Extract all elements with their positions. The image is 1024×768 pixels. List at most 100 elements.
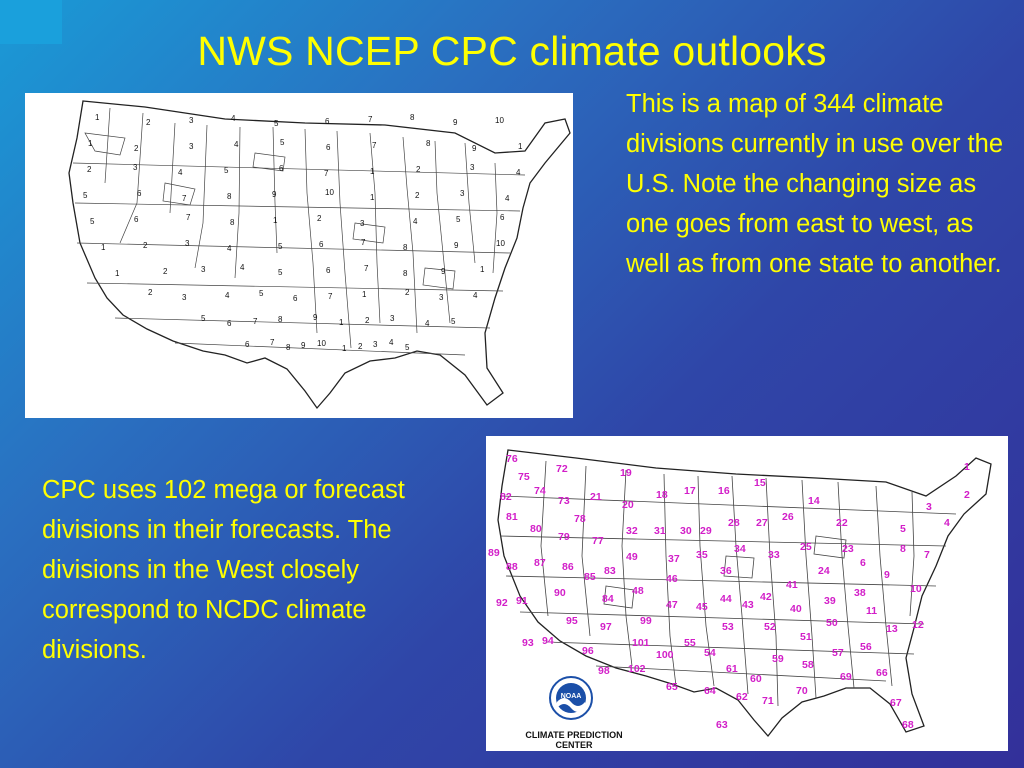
climate-division-label-8-17: 8 (426, 139, 431, 148)
forecast-division-label-24-23: 24 (818, 565, 830, 577)
climate-division-label-5-99: 5 (405, 343, 410, 352)
climate-division-label-2-86: 2 (365, 316, 370, 325)
climate-division-label-5-80: 5 (201, 314, 206, 323)
climate-divisions-description: This is a map of 344 climate divisions c… (626, 90, 1004, 278)
forecast-division-label-32-31: 32 (626, 525, 638, 537)
climate-division-label-6-55: 6 (319, 240, 324, 249)
climate-division-label-4-98: 4 (389, 338, 394, 347)
forecast-division-label-19-18: 19 (620, 467, 632, 479)
forecast-division-label-16-15: 16 (718, 485, 730, 497)
climate-division-label-4-79: 4 (473, 291, 478, 300)
climate-division-label-9-8: 9 (453, 118, 458, 127)
forecast-division-label-93-92: 93 (522, 637, 534, 649)
forecast-division-label-89-88: 89 (488, 547, 500, 559)
forecast-division-label-102-101: 102 (628, 663, 646, 675)
logo-caption-line1: CLIMATE PREDICTION (525, 730, 622, 740)
climate-division-label-1-60: 1 (115, 269, 120, 278)
climate-division-label-8-57: 8 (403, 243, 408, 252)
forecast-division-label-58-57: 58 (802, 659, 814, 671)
climate-division-label-6-65: 6 (326, 266, 331, 275)
forecast-division-label-33-32: 33 (768, 549, 780, 561)
climate-division-label-1-26: 1 (370, 167, 375, 176)
climate-division-label-9-84: 9 (313, 313, 318, 322)
climate-division-label-7-42: 7 (186, 213, 191, 222)
forecast-division-label-59-58: 59 (772, 653, 784, 665)
climate-division-label-1-95: 1 (342, 344, 347, 353)
climate-division-label-4-53: 4 (227, 244, 232, 253)
forecast-division-label-37-36: 37 (668, 553, 680, 565)
forecast-division-label-61-60: 61 (726, 663, 738, 675)
forecast-division-label-4-3: 4 (944, 517, 950, 529)
climate-division-label-3-38: 3 (460, 189, 465, 198)
forecast-division-label-5-4: 5 (900, 523, 906, 535)
forecast-division-label-91-90: 91 (516, 595, 528, 607)
forecast-division-label-101-100: 101 (632, 637, 650, 649)
climate-division-label-3-78: 3 (439, 293, 444, 302)
forecast-division-label-52-51: 52 (764, 621, 776, 633)
climate-division-label-1-19: 1 (518, 142, 523, 151)
climate-division-label-4-22: 4 (178, 168, 183, 177)
logo-caption-line2: CENTER (555, 740, 593, 750)
climate-division-label-3-2: 3 (189, 116, 194, 125)
forecast-division-label-82-81: 82 (500, 491, 512, 503)
climate-division-label-5-64: 5 (278, 268, 283, 277)
forecast-division-label-64-63: 64 (704, 685, 716, 697)
forecast-division-label-35-34: 35 (696, 549, 708, 561)
forecast-division-label-56-55: 56 (860, 641, 872, 653)
climate-division-label-3-46: 3 (360, 219, 365, 228)
climate-division-label-6-31: 6 (137, 189, 142, 198)
climate-division-label-7-56: 7 (361, 238, 366, 247)
climate-division-label-1-69: 1 (480, 265, 485, 274)
forecast-division-label-15-14: 15 (754, 477, 766, 489)
forecast-division-label-49-48: 49 (626, 551, 638, 563)
forecast-division-label-55-54: 55 (684, 637, 696, 649)
climate-division-label-6-81: 6 (227, 319, 232, 328)
climate-division-label-1-85: 1 (339, 318, 344, 327)
forecast-division-label-1-0: 1 (964, 461, 970, 473)
climate-division-label-1-44: 1 (273, 216, 278, 225)
forecast-division-label-44-43: 44 (720, 593, 732, 605)
forecast-division-label-85-84: 85 (584, 571, 596, 583)
forecast-division-label-28-27: 28 (728, 517, 740, 529)
forecast-division-label-84-83: 84 (602, 593, 614, 605)
climate-division-label-8-7: 8 (410, 113, 415, 122)
climate-division-label-7-32: 7 (182, 194, 187, 203)
climate-division-label-3-28: 3 (470, 163, 475, 172)
forecast-division-label-66-65: 66 (876, 667, 888, 679)
climate-division-label-2-61: 2 (163, 267, 168, 276)
climate-division-label-2-45: 2 (317, 214, 322, 223)
climate-division-label-9-34: 9 (272, 190, 277, 199)
climate-division-label-3-97: 3 (373, 340, 378, 349)
forecast-division-label-54-53: 54 (704, 647, 716, 659)
forecast-division-label-13-12: 13 (886, 623, 898, 635)
climate-division-label-2-96: 2 (358, 342, 363, 351)
climate-division-label-5-89: 5 (451, 317, 456, 326)
climate-division-label-7-82: 7 (253, 317, 258, 326)
forecast-division-label-88-87: 88 (506, 561, 518, 573)
forecast-division-label-30-29: 30 (680, 525, 692, 537)
forecast-division-label-46-45: 46 (666, 573, 678, 585)
climate-division-label-5-73: 5 (259, 289, 264, 298)
climate-division-label-7-16: 7 (372, 141, 377, 150)
forecast-division-label-3-2: 3 (926, 501, 932, 513)
forecast-division-label-2-1: 2 (964, 489, 970, 501)
forecast-division-label-12-11: 12 (912, 619, 924, 631)
climate-division-label-7-25: 7 (324, 169, 329, 178)
climate-division-label-5-30: 5 (83, 191, 88, 200)
climate-division-label-6-49: 6 (500, 213, 505, 222)
forecast-division-label-60-59: 60 (750, 673, 762, 685)
climate-division-label-4-13: 4 (234, 140, 239, 149)
forecast-division-label-90-89: 90 (554, 587, 566, 599)
climate-division-label-4-72: 4 (225, 291, 230, 300)
climate-division-label-10-59: 10 (496, 239, 505, 248)
climate-division-label-8-43: 8 (230, 218, 235, 227)
forecast-division-label-81-80: 81 (506, 511, 518, 523)
climate-division-label-9-68: 9 (441, 267, 446, 276)
forecast-division-label-63-62: 63 (716, 719, 728, 731)
climate-division-label-3-62: 3 (201, 265, 206, 274)
climate-division-label-8-33: 8 (227, 192, 232, 201)
forecast-division-label-74-73: 74 (534, 485, 546, 497)
climate-divisions-map: 1 2 3 4 5 6 7 8 9 10 1 2 3 4 5 6 7 8 9 1 2 3 4 5 6 7 1 2 3 4 5 6 7 8 9 10 1 2… (25, 93, 573, 418)
climate-division-label-9-93: 9 (301, 341, 306, 350)
forecast-division-label-14-13: 14 (808, 495, 820, 507)
